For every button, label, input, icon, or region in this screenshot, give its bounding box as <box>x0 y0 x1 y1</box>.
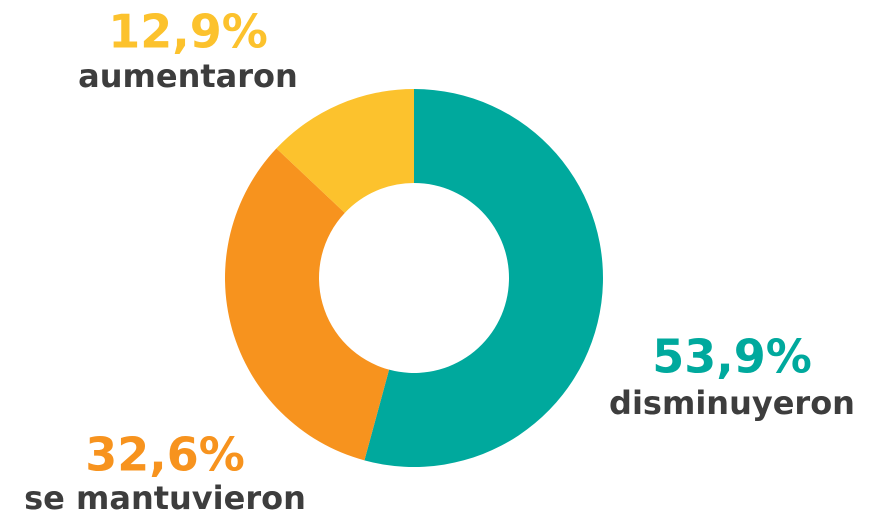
category-label: se mantuvieron <box>24 479 306 516</box>
value-label: 12,9% <box>108 5 268 59</box>
category-label: aumentaron <box>78 57 298 95</box>
category-label: disminuyeron <box>609 384 855 422</box>
donut-segment <box>225 148 390 461</box>
donut-segment <box>276 89 414 213</box>
value-label: 32,6% <box>85 428 245 482</box>
value-label: 53,9% <box>652 330 812 384</box>
donut-segment <box>364 89 604 467</box>
